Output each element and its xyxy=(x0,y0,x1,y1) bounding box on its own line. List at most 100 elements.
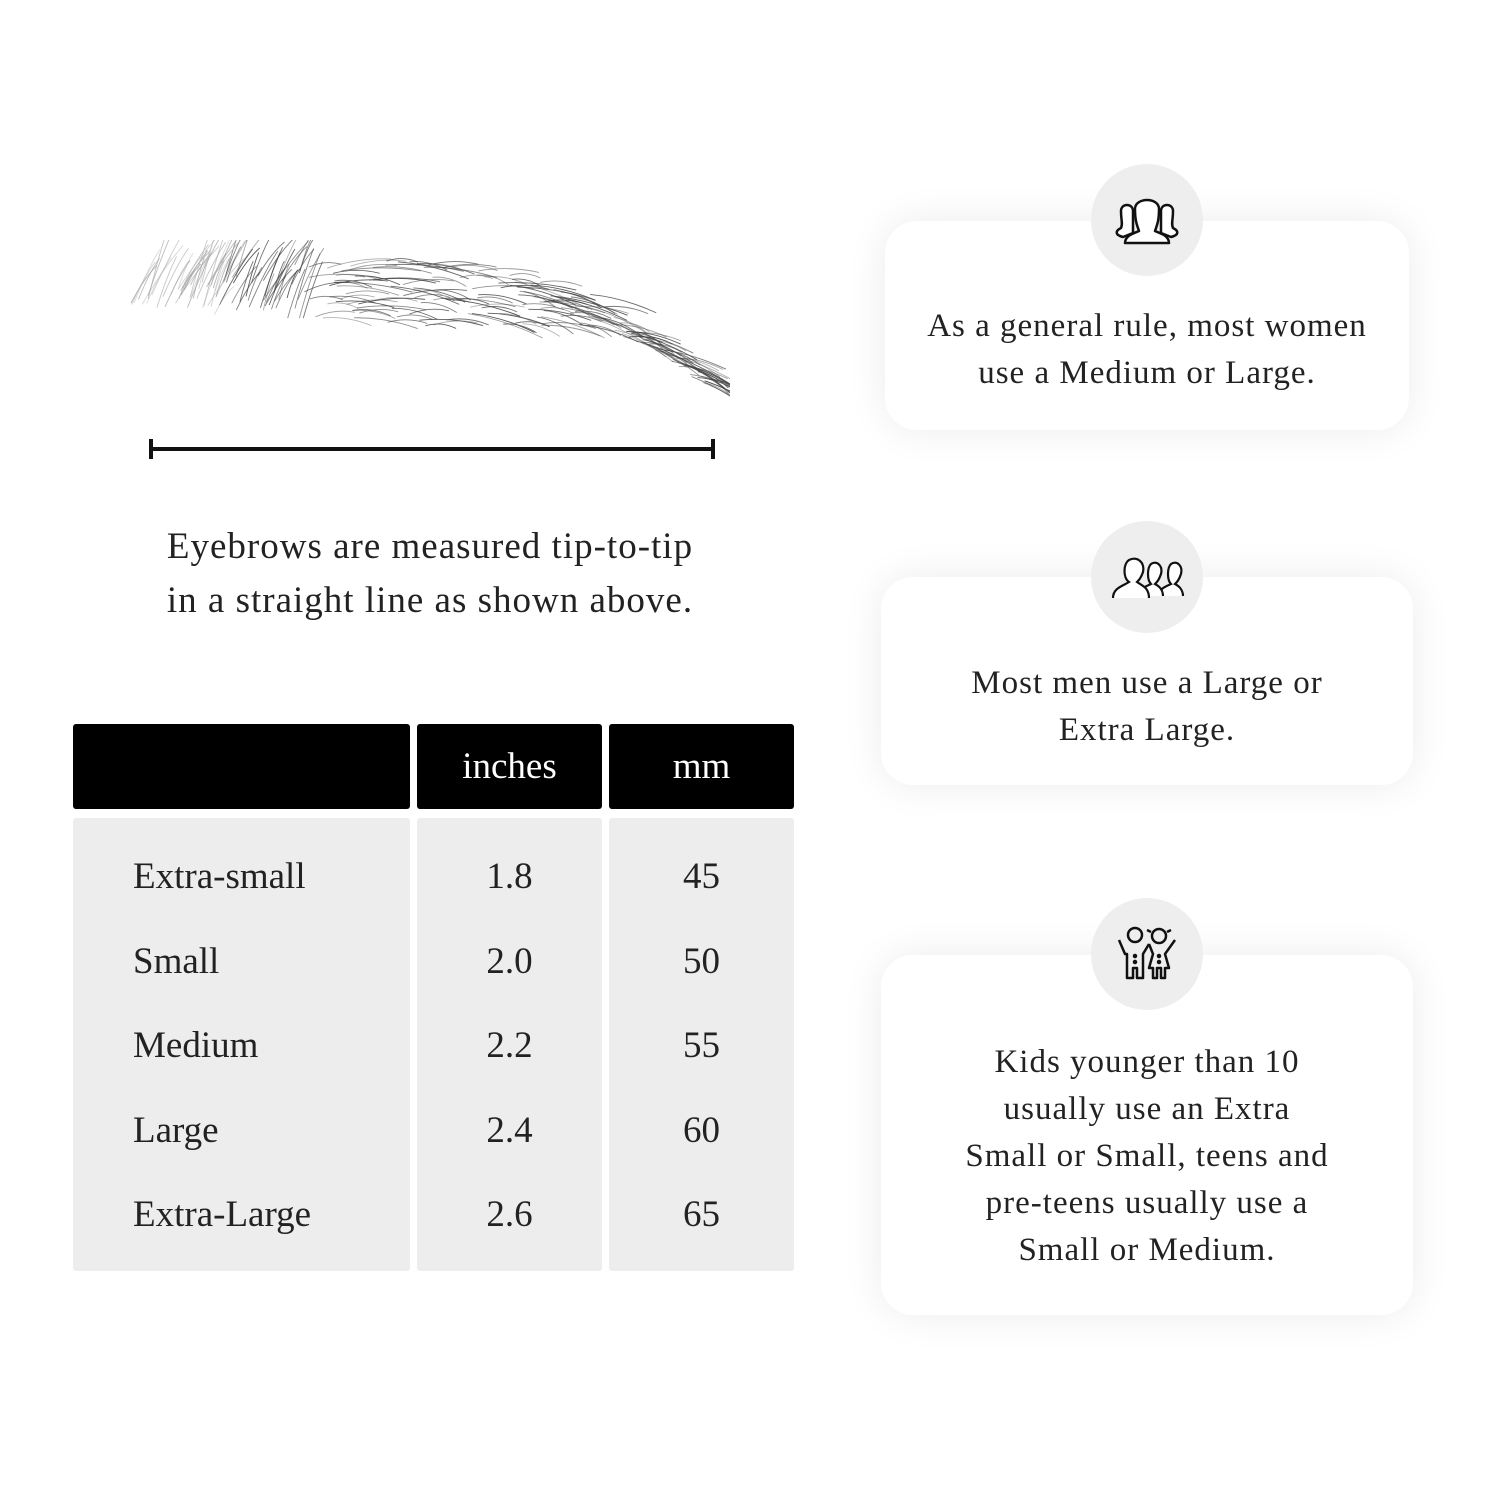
eyebrow-hair xyxy=(602,317,644,338)
eyebrow-hair xyxy=(354,317,418,329)
eyebrow-hair xyxy=(588,315,630,332)
eyebrow-hair xyxy=(648,343,683,353)
eyebrow-hair xyxy=(675,357,719,372)
eyebrow-hair xyxy=(146,257,172,304)
kids-card-line: usually use an Extra xyxy=(1003,1091,1291,1127)
inches-cell: 1.8 xyxy=(486,856,533,897)
eyebrow-hair xyxy=(603,305,649,315)
eyebrow-hair xyxy=(329,295,377,304)
caption-line-1: Eyebrows are measured tip-to-tip xyxy=(166,526,694,567)
eyebrow-hair xyxy=(198,244,213,289)
eyebrow-hair xyxy=(512,278,542,288)
eyebrow-hair xyxy=(359,309,399,314)
eyebrow-hair xyxy=(550,295,628,316)
eyebrow-hair xyxy=(433,320,478,326)
eyebrow-hair xyxy=(309,295,343,301)
eyebrow-hair xyxy=(471,313,535,333)
eyebrow-hair xyxy=(340,294,375,300)
eyebrow-hair xyxy=(499,313,537,325)
inches-column xyxy=(417,818,602,1271)
eyebrow-hair xyxy=(528,308,592,321)
eyebrow-hair xyxy=(189,240,208,299)
eyebrow-hair xyxy=(445,298,521,317)
eyebrow-hair xyxy=(274,240,297,289)
eyebrow-hair xyxy=(433,297,470,303)
eyebrow-hair xyxy=(219,248,254,306)
eyebrow-hair xyxy=(329,279,388,286)
eyebrow-hair xyxy=(259,247,284,309)
eyebrow-hair xyxy=(390,285,460,305)
kids-card-line: Kids younger than 10 xyxy=(994,1044,1300,1080)
eyebrow-hair xyxy=(177,252,194,290)
mm-cell: 60 xyxy=(683,1109,720,1151)
inches-cell: 2.2 xyxy=(486,1025,533,1066)
size-column xyxy=(73,818,410,1271)
eyebrow-hair xyxy=(540,280,583,287)
size-cell: Medium xyxy=(133,1025,259,1066)
eyebrow-hair xyxy=(206,240,242,288)
eyebrow-hair xyxy=(425,323,457,329)
eyebrow-hair xyxy=(268,248,296,306)
header-mm: mm xyxy=(609,724,794,809)
eyebrow-hair xyxy=(554,296,628,321)
eyebrow-hair xyxy=(327,258,391,269)
eyebrow-hair xyxy=(327,302,359,309)
eyebrow-hair xyxy=(467,313,543,339)
eyebrow-hair xyxy=(287,268,306,319)
eyebrow-hair xyxy=(539,301,606,314)
eyebrow-hair xyxy=(517,286,596,301)
eyebrow-hair xyxy=(626,330,681,345)
eyebrow-hair xyxy=(704,382,730,396)
eyebrow-hair xyxy=(536,316,574,335)
eyebrow-hair xyxy=(643,339,694,364)
eyebrow-hair xyxy=(352,309,396,319)
size-cell: Small xyxy=(133,940,220,982)
kids-card-line: Small or Medium. xyxy=(1018,1232,1276,1268)
eyebrow-hair xyxy=(702,382,730,396)
eyebrow-hair xyxy=(264,269,293,307)
eyebrow-hair xyxy=(298,253,321,319)
eyebrow-hair xyxy=(635,334,664,351)
eyebrow-hair xyxy=(262,273,275,311)
eyebrow-hair xyxy=(619,322,650,332)
eyebrow-hair xyxy=(660,347,721,377)
eyebrow-hair xyxy=(207,240,237,285)
header-inches: inches xyxy=(417,724,602,809)
eyebrow-hair xyxy=(322,317,372,327)
eyebrow-hair xyxy=(297,248,325,300)
eyebrow-hair xyxy=(294,240,309,266)
eyebrow-hair xyxy=(402,279,454,285)
eyebrow-hair xyxy=(151,240,180,296)
eyebrow-hair xyxy=(170,260,189,295)
eyebrow-hair xyxy=(672,358,725,389)
eyebrow-hair xyxy=(655,350,688,364)
eyebrow-hair xyxy=(690,373,730,385)
eyebrow-hair xyxy=(349,263,398,271)
eyebrow-hair xyxy=(281,246,308,282)
eyebrow-hair xyxy=(414,294,451,299)
eyebrow-hair xyxy=(553,288,618,315)
eyebrow-hair xyxy=(231,265,257,304)
eyebrow-hair xyxy=(518,294,573,309)
eyebrow-hair xyxy=(358,297,426,305)
eyebrow-hair xyxy=(590,294,657,314)
eyebrow-hair xyxy=(239,260,254,303)
eyebrow-hair xyxy=(409,261,448,271)
kids-card: Kids younger than 10 usually use an Extr… xyxy=(881,955,1413,1315)
eyebrow-hair xyxy=(187,240,220,308)
men-card-line: Extra Large. xyxy=(1058,712,1236,748)
eyebrow-hair xyxy=(273,260,285,293)
eyebrow-hair xyxy=(336,285,400,296)
eyebrow-hair xyxy=(335,300,395,308)
eyebrow-hair xyxy=(302,261,323,319)
eyebrow-hair xyxy=(478,268,539,273)
eyebrow-hair xyxy=(470,303,525,308)
eyebrow-hair xyxy=(210,260,225,307)
kids-icon-circle xyxy=(1091,898,1203,1010)
kids-card-line: pre-teens usually use a xyxy=(985,1185,1309,1221)
inches-cell: 2.0 xyxy=(486,940,533,982)
eyebrow-hair xyxy=(396,314,433,320)
eyebrow-hair xyxy=(190,252,212,286)
eyebrow-hair xyxy=(235,271,260,311)
eyebrow-hair xyxy=(294,248,315,309)
